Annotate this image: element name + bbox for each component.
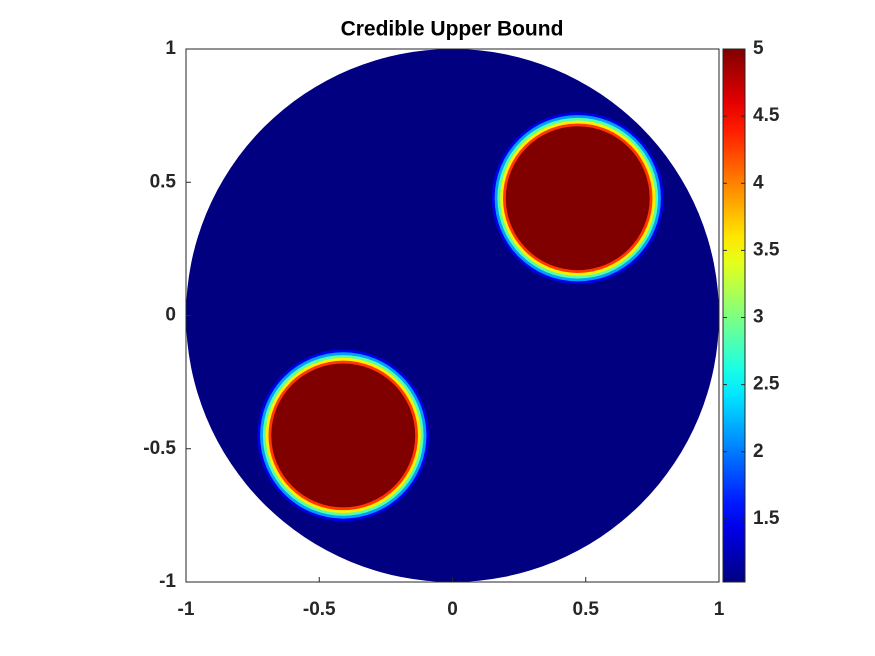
y-tick-label: 1: [165, 38, 176, 59]
region: [271, 363, 416, 508]
colorbar-tick-label: 3.5: [753, 239, 780, 260]
region: [505, 126, 650, 271]
y-tick-label: -1: [159, 571, 176, 592]
x-tick-label: 0.5: [573, 599, 600, 620]
colorbar-tick-label: 2: [753, 441, 764, 462]
colorbar-tick-label: 2.5: [753, 374, 780, 395]
x-tick-label: -1: [178, 599, 195, 620]
x-tick-label: -0.5: [303, 599, 336, 620]
colorbar-tick-label: 1.5: [753, 508, 780, 529]
colorbar-tick-label: 4: [753, 172, 764, 193]
colorbar-tick-label: 3: [753, 307, 764, 328]
colorbar-tick-label: 4.5: [753, 105, 780, 126]
domain-disk: [186, 49, 719, 582]
x-tick-label: 0: [447, 599, 458, 620]
y-tick-label: -0.5: [143, 438, 176, 459]
colorbar: [722, 48, 746, 583]
colorbar-tick-label: 5: [753, 38, 764, 59]
y-tick-label: 0: [165, 305, 176, 326]
y-tick-label: 0.5: [150, 171, 177, 192]
x-tick-label: 1: [714, 599, 725, 620]
chart-title: Credible Upper Bound: [341, 18, 564, 41]
